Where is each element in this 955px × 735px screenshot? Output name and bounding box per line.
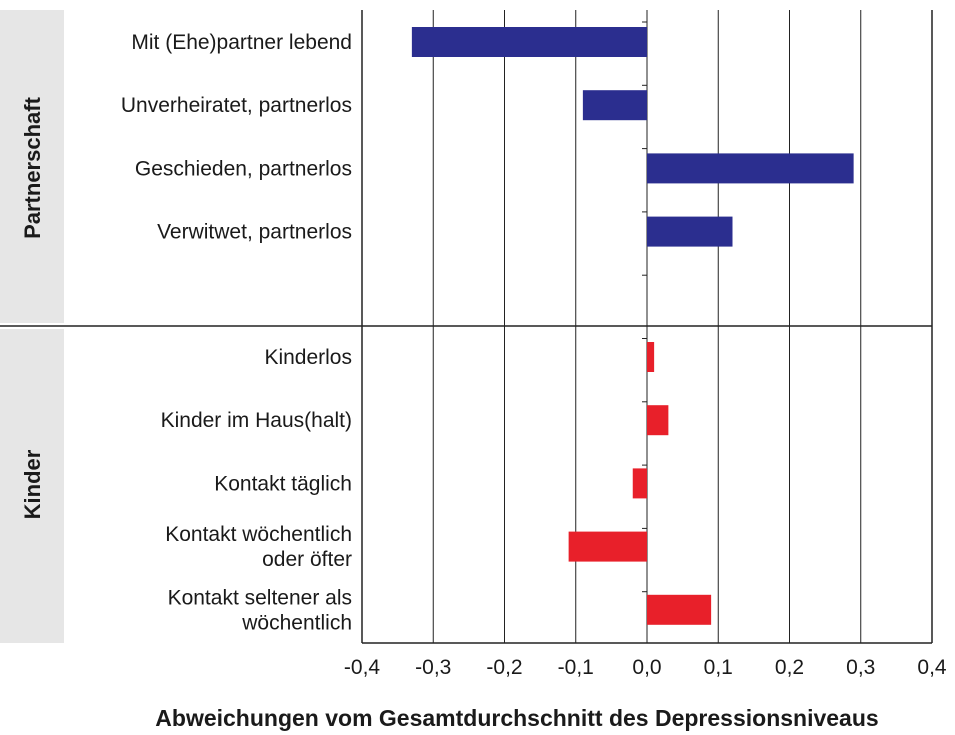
category-label: Kontakt täglich (214, 472, 352, 495)
category-label: Unverheiratet, partnerlos (121, 94, 352, 117)
x-tick-label: -0,3 (415, 656, 451, 679)
x-tick-label: 0,4 (917, 656, 947, 679)
x-tick-label: 0,2 (775, 656, 804, 679)
bar (647, 405, 669, 436)
bar (647, 342, 655, 372)
x-tick-label: 0,3 (846, 656, 875, 679)
category-label: Mit (Ehe)partner lebend (131, 31, 352, 54)
group-label: Partnerschaft (20, 96, 45, 239)
bar (411, 27, 647, 57)
category-label: wöchentlich (241, 611, 352, 634)
category-label: Verwitwet, partnerlos (157, 221, 352, 244)
x-tick-label: -0,1 (558, 656, 594, 679)
x-tick-labels: -0,4 -0,3 -0,2 -0,1 0,0 0,1 0,2 0,3 0,4 (344, 656, 947, 679)
group-labels: Partnerschaft Kinder (20, 96, 45, 519)
bars (411, 27, 854, 625)
group-bands (0, 10, 64, 643)
category-label: Kontakt seltener als (168, 586, 352, 609)
x-tick-label: 0,1 (704, 656, 733, 679)
group-band-partnerschaft (0, 10, 64, 323)
bar (647, 216, 733, 247)
x-tick-label: 0,0 (632, 656, 661, 679)
bar (632, 468, 647, 499)
category-label: Kinder im Haus(halt) (161, 409, 352, 432)
bar (647, 153, 854, 184)
category-labels: Mit (Ehe)partner lebend Unverheiratet, pa… (121, 31, 352, 634)
category-label: Kinderlos (264, 346, 352, 369)
x-tick-label: -0,4 (344, 656, 381, 679)
category-label: Kontakt wöchentlich (165, 523, 352, 546)
bar (582, 90, 647, 121)
x-tick-label: -0,2 (486, 656, 522, 679)
bar (647, 594, 712, 625)
category-label: Geschieden, partnerlos (135, 157, 352, 180)
bar (568, 531, 647, 562)
group-label: Kinder (20, 449, 45, 519)
group-band-kinder (0, 329, 64, 643)
plot-frame (0, 10, 933, 644)
category-label: oder öfter (262, 548, 352, 571)
x-axis-title: Abweichungen vom Gesamtdurchschnitt des … (155, 705, 878, 731)
